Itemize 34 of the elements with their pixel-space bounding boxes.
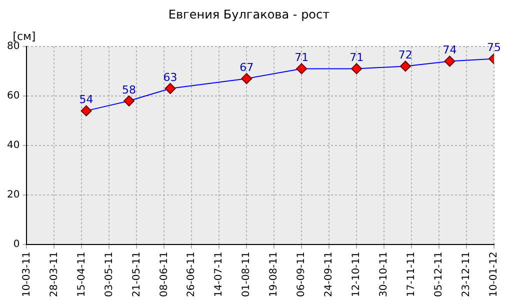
x-tick-label: 08-06-11 <box>158 252 170 297</box>
x-tick-label: 24-09-11 <box>324 252 335 297</box>
x-tick-label: 10-03-11 <box>21 252 32 297</box>
x-tick-label: 19-08-11 <box>268 252 280 297</box>
data-label: 63 <box>163 70 178 84</box>
y-tick-label: 0 <box>13 239 20 250</box>
data-label: 71 <box>294 51 309 64</box>
data-label: 58 <box>122 83 136 96</box>
data-label: 74 <box>442 44 457 57</box>
y-tick-label: 80 <box>6 40 20 52</box>
x-tick-label: 01-08-11 <box>241 252 252 297</box>
x-tick-label: 05-12-11 <box>434 252 445 297</box>
x-tick-label: 06-09-11 <box>296 252 308 297</box>
y-tick-label: 40 <box>6 140 20 152</box>
x-tick-label: 21-05-11 <box>131 252 142 297</box>
x-tick-label: 26-06-11 <box>186 252 198 297</box>
y-tick-label: 20 <box>6 190 20 201</box>
chart-title: Евгения Булгакова - рост <box>168 7 330 22</box>
x-tick-label: 15-04-11 <box>76 252 88 297</box>
data-label: 72 <box>398 48 412 62</box>
y-tick-label: 60 <box>6 90 20 102</box>
data-label: 67 <box>240 60 254 74</box>
x-tick-label: 14-07-11 <box>214 252 225 297</box>
x-tick-label: 28-03-11 <box>48 252 60 297</box>
x-tick-label: 17-11-11 <box>406 252 418 297</box>
x-tick-label: 03-05-11 <box>104 252 115 297</box>
y-axis-title: [см] <box>12 30 36 43</box>
data-label: 71 <box>350 51 364 64</box>
data-label: 75 <box>487 41 501 54</box>
x-tick-label: 12-10-11 <box>351 252 362 297</box>
x-tick-label: 30-10-11 <box>378 252 390 297</box>
x-tick-label: 23-12-11 <box>461 252 472 297</box>
data-label: 54 <box>79 93 94 106</box>
x-tick-label: 10-01-12 <box>488 252 500 297</box>
